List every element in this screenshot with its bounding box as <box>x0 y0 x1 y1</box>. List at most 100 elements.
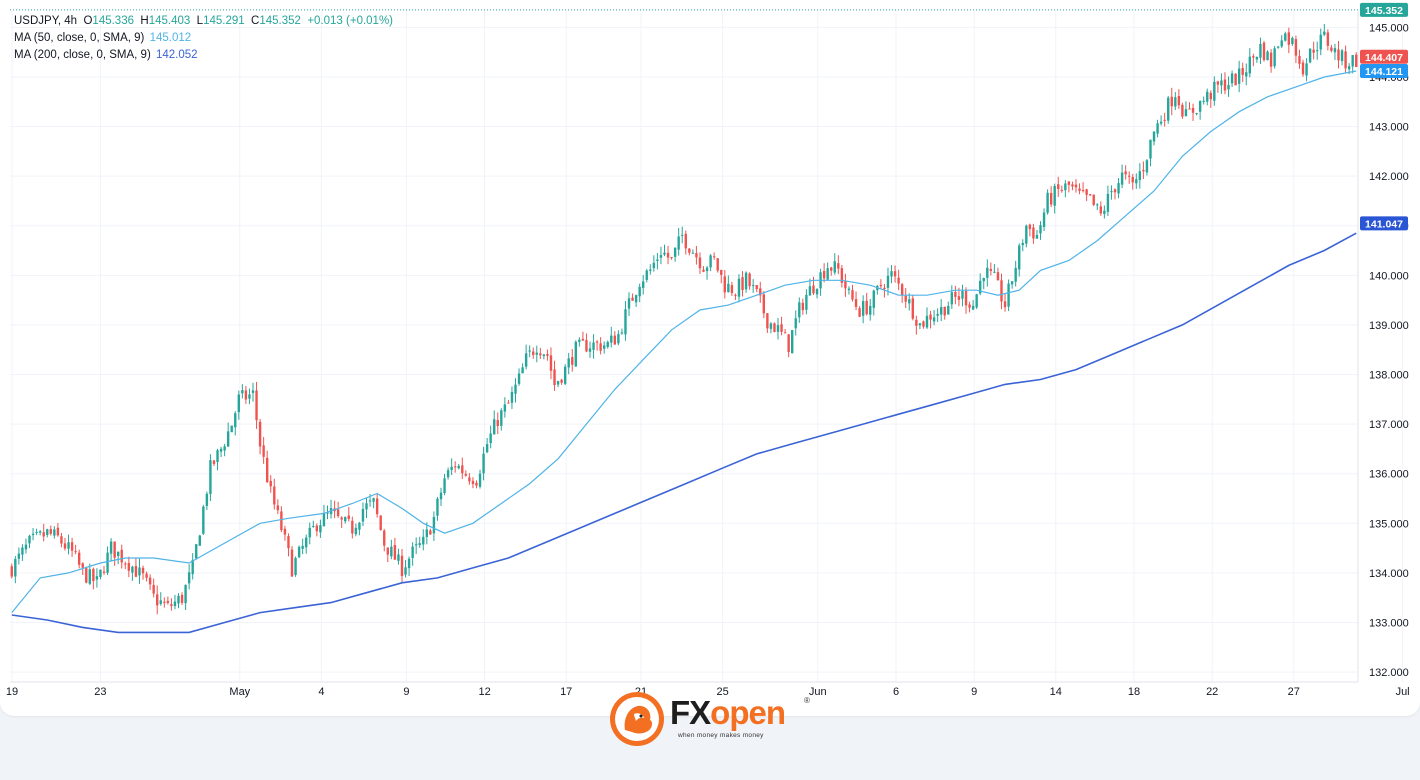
x-tick-label: 18 <box>1128 686 1140 698</box>
candle-body <box>830 267 833 271</box>
candle-body <box>663 252 666 255</box>
x-tick-label: 22 <box>1206 686 1218 698</box>
candle-body <box>85 568 88 583</box>
candle-body <box>1284 33 1287 41</box>
candle-body <box>521 367 524 374</box>
candle-body <box>1032 227 1035 239</box>
candle-body <box>730 285 734 293</box>
symbol-label[interactable]: USDJPY, 4h <box>14 15 78 27</box>
candle-body <box>514 384 517 394</box>
ma50-legend[interactable]: MA (50, close, 0, SMA, 9) 145.012 <box>14 31 191 45</box>
candle-body <box>74 551 77 553</box>
candle-body <box>223 446 226 451</box>
candle-body <box>705 267 709 272</box>
y-tick-label: 136.000 <box>1369 469 1409 481</box>
candle-body <box>932 317 936 322</box>
candle-body <box>127 562 131 571</box>
candle-body <box>684 233 687 249</box>
candle-body <box>35 532 38 534</box>
candle-body <box>354 527 358 535</box>
candle-body <box>212 460 216 464</box>
candle-body <box>773 323 776 333</box>
candle-body <box>305 537 308 548</box>
candle-body <box>336 509 340 517</box>
candle-body <box>340 517 343 520</box>
y-tick-label: 139.000 <box>1369 320 1409 332</box>
fxopen-logo: FXopen ® when money makes money <box>608 690 818 750</box>
candle-body <box>439 492 443 500</box>
candle-body <box>1007 283 1010 307</box>
ma50-label: MA (50, close, 0, SMA, 9) <box>14 32 145 44</box>
candle-body <box>134 565 138 577</box>
candle-body <box>695 253 698 258</box>
candle-body <box>979 280 982 294</box>
candle-body <box>262 445 265 457</box>
candle-body <box>1120 172 1124 185</box>
candle-body <box>1323 31 1326 35</box>
candle-body <box>255 390 258 421</box>
ohlc-legend: USDJPY, 4h O145.336 H145.403 L145.291 C1… <box>14 14 393 28</box>
candle-body <box>759 288 762 296</box>
candle-body <box>422 536 425 545</box>
candle-body <box>783 332 787 334</box>
candle-body <box>1294 39 1298 56</box>
ma200-legend[interactable]: MA (200, close, 0, SMA, 9) 142.052 <box>14 48 198 62</box>
time-axis[interactable]: 19 23 May 4 9 12 17 21 25 Jun 6 9 14 18 22 27 Jul <box>6 686 1410 698</box>
candle-body <box>290 549 294 577</box>
candle-body <box>677 236 680 250</box>
ma50-value: 145.012 <box>149 32 192 44</box>
candle-body <box>1014 267 1017 282</box>
chart-card: 132.000 133.000 134.000 135.000 136.000 137.0… <box>0 0 1420 716</box>
candle-body <box>152 585 155 594</box>
candle-body <box>957 296 961 300</box>
x-tick-label: 23 <box>94 686 106 698</box>
candle-body <box>138 567 141 576</box>
candle-body <box>1042 212 1046 228</box>
x-tick-label: Jun <box>809 686 827 698</box>
y-tick-label: 135.000 <box>1369 518 1409 530</box>
candle-body <box>620 332 624 334</box>
price-chart[interactable]: 132.000 133.000 134.000 135.000 136.000 137.0… <box>0 0 1420 716</box>
last-price-tag: 145.352 <box>1360 2 1408 17</box>
candle-body <box>386 547 389 555</box>
candle-body <box>1135 179 1138 184</box>
candle-body <box>297 546 301 558</box>
candle-body <box>510 391 514 403</box>
y-tick-label: 137.000 <box>1369 419 1409 431</box>
candle-body <box>1092 194 1095 205</box>
candle-body <box>1333 48 1337 53</box>
candle-body <box>769 323 773 329</box>
candle-body <box>911 298 915 319</box>
candle-body <box>322 512 326 527</box>
candle-body <box>964 290 968 306</box>
candle-body <box>698 257 702 269</box>
candle-body <box>489 433 492 444</box>
candle-body <box>283 528 287 535</box>
candle-body <box>109 541 113 554</box>
candle-body <box>251 390 255 393</box>
candle-body <box>1099 206 1103 214</box>
candle-body <box>124 563 127 565</box>
candle-body <box>1206 91 1209 102</box>
candle-body <box>1088 194 1092 196</box>
candle-body <box>1273 48 1276 67</box>
candle-body <box>585 340 588 352</box>
candle-body <box>457 465 460 469</box>
candle-body <box>688 248 691 253</box>
candle-body <box>1035 235 1039 239</box>
candle-body <box>358 522 361 530</box>
candle-body <box>900 284 904 296</box>
candle-body <box>173 601 177 607</box>
candle-body <box>468 477 471 482</box>
candle-body <box>1305 63 1308 76</box>
ma50-price-tag-text: 144.121 <box>1365 66 1403 78</box>
candle-body <box>1000 280 1003 302</box>
candle-body <box>81 563 84 568</box>
ma200-value: 142.052 <box>155 49 198 61</box>
candle-body <box>560 379 563 383</box>
candle-body <box>31 533 35 536</box>
close-value: 145.352 <box>259 15 301 27</box>
candle-body <box>737 278 741 297</box>
candle-body <box>1174 97 1177 107</box>
candle-body <box>443 478 446 494</box>
